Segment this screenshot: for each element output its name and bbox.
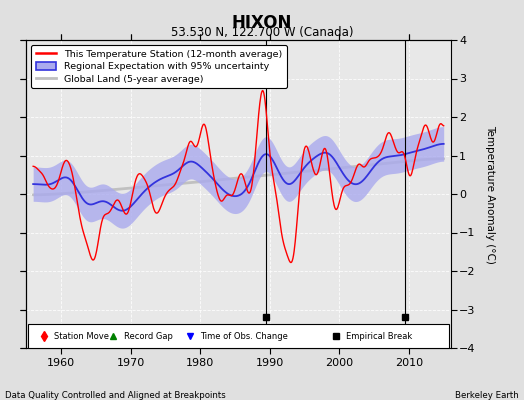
FancyBboxPatch shape xyxy=(28,324,449,348)
Text: HIXON: HIXON xyxy=(232,14,292,32)
Text: Berkeley Earth: Berkeley Earth xyxy=(455,391,519,400)
Text: Empirical Break: Empirical Break xyxy=(346,332,412,341)
Text: 53.530 N, 122.700 W (Canada): 53.530 N, 122.700 W (Canada) xyxy=(171,26,353,39)
Legend: This Temperature Station (12-month average), Regional Expectation with 95% uncer: This Temperature Station (12-month avera… xyxy=(31,45,287,88)
Text: Time of Obs. Change: Time of Obs. Change xyxy=(200,332,288,341)
Text: Station Move: Station Move xyxy=(54,332,109,341)
Text: Data Quality Controlled and Aligned at Breakpoints: Data Quality Controlled and Aligned at B… xyxy=(5,391,226,400)
Text: Record Gap: Record Gap xyxy=(124,332,172,341)
Y-axis label: Temperature Anomaly (°C): Temperature Anomaly (°C) xyxy=(485,124,495,264)
